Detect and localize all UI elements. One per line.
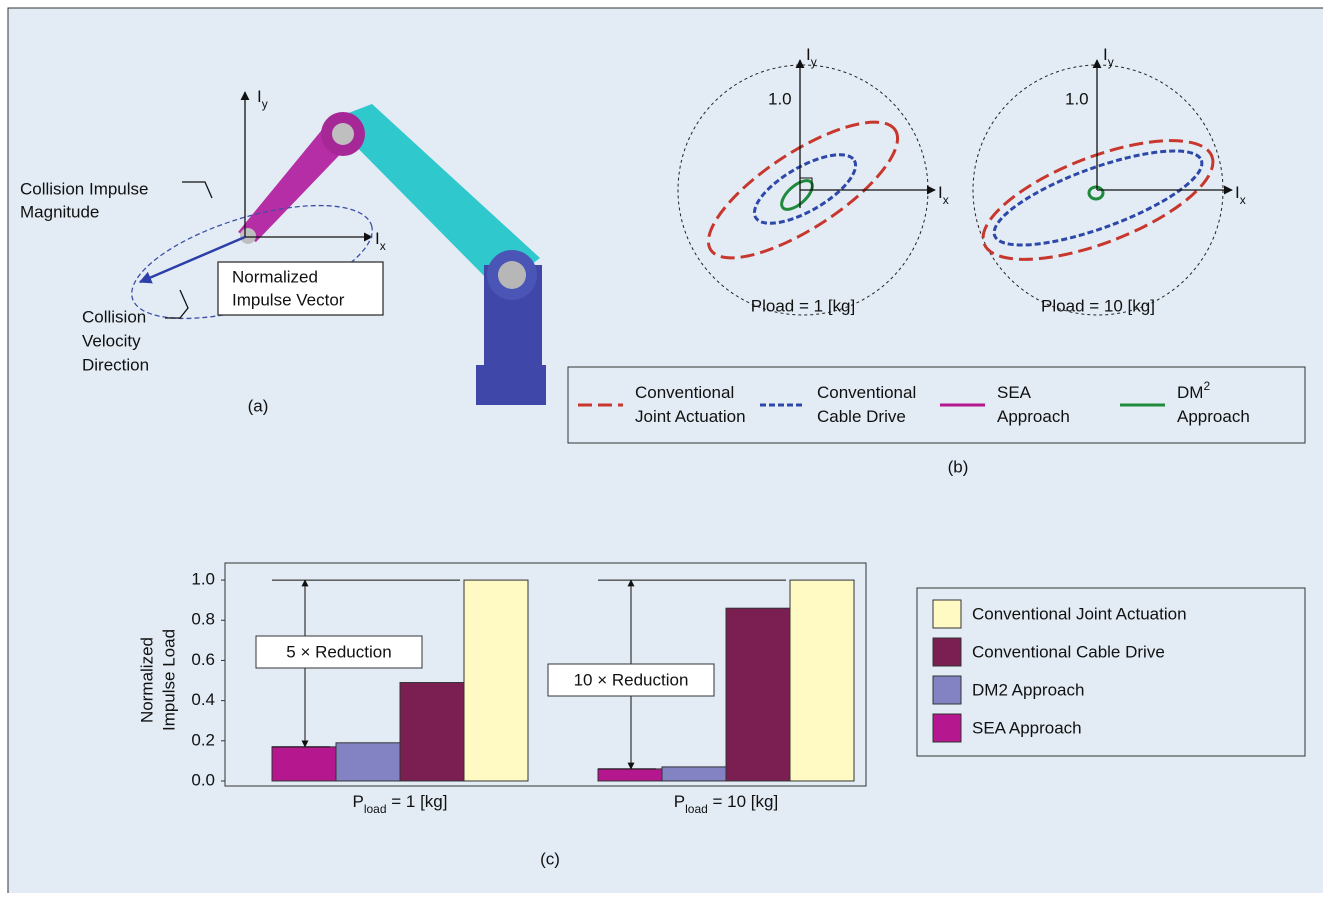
annotation: Normalized — [232, 267, 318, 286]
legend-label: Conventional — [635, 383, 734, 402]
plot-area — [224, 562, 867, 787]
panel-b-plots — [677, 59, 1233, 316]
x-tick-label-part: = 10 [kg] — [708, 792, 778, 811]
annotation-box — [547, 663, 715, 697]
legend-label-part: 2 — [1203, 379, 1210, 393]
axis-label-part: I — [806, 45, 811, 64]
tick-label: 1.0 — [1065, 89, 1089, 108]
y-axis-title: Impulse Load — [159, 629, 178, 731]
legend-label-part: Conventional — [635, 383, 734, 402]
bar — [463, 579, 529, 782]
axis-label: Iy — [1103, 45, 1114, 69]
legend-label-part: DM — [1177, 383, 1203, 402]
axis-label-part: x — [1240, 193, 1246, 207]
legend-label: Conventional Joint Actuation — [972, 604, 1187, 623]
axis-label: Iy — [806, 45, 817, 69]
bar — [399, 682, 465, 782]
y-tick-label: 0.8 — [191, 610, 215, 629]
bar — [789, 579, 855, 782]
legend-swatch — [932, 675, 962, 705]
x-tick-label-part: = 1 [kg] — [387, 792, 448, 811]
axis-label-part: y — [262, 97, 268, 111]
caption: (c) — [540, 849, 560, 868]
annotation: Impulse Vector — [232, 290, 345, 309]
annotation: 10 × Reduction — [574, 670, 689, 689]
x-tick-label-part: load — [685, 802, 708, 816]
legend-label-part: Cable Drive — [817, 407, 906, 426]
legend-box — [916, 587, 1306, 757]
legend-label: Cable Drive — [817, 407, 906, 426]
legend-label: DM2 — [1177, 379, 1210, 402]
legend-label-part: Joint Actuation — [635, 407, 746, 426]
legend-swatch — [932, 599, 962, 629]
x-tick-label-part: P — [353, 792, 364, 811]
legend-swatch — [932, 713, 962, 743]
legend-label: Approach — [1177, 407, 1250, 426]
legend-label: Conventional Cable Drive — [972, 642, 1165, 661]
bar — [271, 746, 337, 782]
bar — [597, 768, 663, 782]
tick-label: 1.0 — [768, 89, 792, 108]
axis-label-part: I — [257, 87, 262, 106]
axis-label: Ix — [938, 183, 949, 207]
legend-label: DM2 Approach — [972, 680, 1084, 699]
legend-label: Approach — [997, 407, 1070, 426]
caption: (b) — [948, 457, 969, 476]
legend-label: SEA — [997, 383, 1032, 402]
x-tick-label: Pload = 1 [kg] — [353, 792, 448, 816]
legend-label-part: Approach — [1177, 407, 1250, 426]
x-tick-label: Pload = 10 [kg] — [674, 792, 778, 816]
axis-label-part: x — [380, 239, 386, 253]
axis-label-part: I — [1235, 183, 1240, 202]
axis-label-part: y — [811, 55, 817, 69]
legend-swatch — [932, 637, 962, 667]
axis-label-part: I — [938, 183, 943, 202]
y-tick-label: 0.4 — [191, 690, 215, 709]
bar — [661, 766, 727, 782]
axis-label: Ix — [375, 229, 386, 253]
legend-label-part: SEA — [997, 383, 1032, 402]
annotation: Collision Impulse — [20, 179, 149, 198]
annotation: Velocity — [82, 331, 141, 350]
annotation: Direction — [82, 355, 149, 374]
plot-label: Pload = 1 [kg] — [751, 296, 855, 315]
background — [7, 7, 1323, 898]
axis-label-part: I — [1103, 45, 1108, 64]
panel-a-axes — [131, 91, 384, 320]
y-tick-label: 0.2 — [191, 730, 215, 749]
legend-label: Joint Actuation — [635, 407, 746, 426]
y-tick-label: 1.0 — [191, 570, 215, 589]
annotation: Collision — [82, 307, 146, 326]
y-axis-title: Normalized — [137, 637, 156, 723]
legend-label-part: Conventional — [817, 383, 916, 402]
legend-label: Conventional — [817, 383, 916, 402]
bar — [725, 607, 791, 782]
caption: (a) — [248, 396, 269, 415]
bar — [335, 742, 401, 782]
axis-label-part: x — [943, 193, 949, 207]
axis-label: Iy — [257, 87, 268, 111]
axis-label: Ix — [1235, 183, 1246, 207]
x-tick-label-part: load — [364, 802, 387, 816]
y-tick-label: 0.0 — [191, 770, 215, 789]
legend-box — [567, 366, 1306, 444]
axis-label-part: I — [375, 229, 380, 248]
annotation-box — [255, 635, 423, 669]
legend-label: SEA Approach — [972, 718, 1082, 737]
y-tick-label: 0.6 — [191, 650, 215, 669]
plot-label: Pload = 10 [kg] — [1041, 296, 1155, 315]
legend-label-part: Approach — [997, 407, 1070, 426]
x-tick-label-part: P — [674, 792, 685, 811]
annotation: Magnitude — [20, 202, 99, 221]
axis-label-part: y — [1108, 55, 1114, 69]
annotation: 5 × Reduction — [286, 642, 391, 661]
